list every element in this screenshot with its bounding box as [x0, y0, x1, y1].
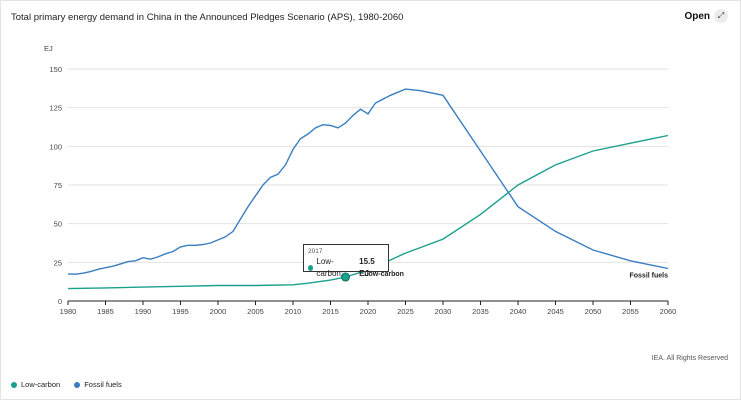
expand-arrows-icon: ⤢: [714, 9, 728, 23]
series-end-label: Low-carbon: [364, 271, 404, 278]
x-tick-label: 2025: [397, 307, 414, 316]
x-tick-label: 2035: [472, 307, 489, 316]
legend-label-fossil-fuels: Fossil fuels: [84, 380, 122, 389]
x-axis: 1980 1985 1990 1995 2000 2005 2010 2015 2020 2025…: [60, 301, 677, 316]
open-button-label: Open: [684, 10, 710, 22]
y-axis: 0 25 50 75 100 125 150: [49, 65, 62, 306]
legend: Low-carbon Fossil fuels: [11, 380, 122, 389]
x-tick-label: 1990: [135, 307, 152, 316]
x-tick-label: 2055: [622, 307, 639, 316]
open-button[interactable]: Open ⤢: [684, 9, 728, 23]
tooltip: 2017 Low-carbon: 15.5 EJ: [303, 244, 389, 278]
x-tick-label: 2045: [547, 307, 564, 316]
x-tick-label: 2005: [247, 307, 264, 316]
credit-text: IEA. All Rights Reserved: [651, 355, 728, 362]
y-tick-label: 50: [54, 220, 62, 229]
y-tick-label: 25: [54, 258, 62, 267]
x-tick-label: 1980: [60, 307, 77, 316]
y-axis-unit: EJ: [44, 44, 53, 53]
legend-dot-low-carbon: [11, 381, 17, 388]
tooltip-series-name: Low-carbon:: [316, 257, 344, 278]
series-end-labels: Low-carbon Fossil fuels: [364, 271, 668, 280]
x-tick-label: 2050: [585, 307, 602, 316]
x-tick-label: 1985: [97, 307, 114, 316]
x-tick-label: 2040: [510, 307, 527, 316]
y-tick-label: 0: [58, 297, 62, 306]
y-tick-label: 100: [49, 142, 62, 151]
x-tick-label: 2030: [435, 307, 452, 316]
y-tick-label: 150: [49, 65, 62, 74]
x-tick-label: 2020: [360, 307, 377, 316]
legend-item-low-carbon[interactable]: Low-carbon: [11, 380, 60, 389]
legend-item-fossil-fuels[interactable]: Fossil fuels: [74, 380, 122, 389]
highlight-point[interactable]: [341, 272, 350, 282]
x-tick-label: 2000: [210, 307, 227, 316]
series-line-fossil-fuels[interactable]: [67, 88, 669, 275]
y-tick-label: 125: [49, 104, 62, 113]
tooltip-row: Low-carbon: 15.5 EJ: [308, 256, 384, 280]
x-tick-label: 2060: [660, 307, 677, 316]
tooltip-year: 2017: [308, 248, 323, 255]
x-tick-label: 2010: [285, 307, 302, 316]
x-tick-label: 2015: [322, 307, 339, 316]
y-tick-label: 75: [54, 181, 62, 190]
tooltip-value: 15.5 EJ: [359, 257, 375, 278]
chart-title: Total primary energy demand in China in …: [11, 12, 404, 23]
legend-label-low-carbon: Low-carbon: [21, 380, 61, 389]
highlight-layer: [341, 272, 350, 282]
series-end-label: Fossil fuels: [629, 273, 668, 280]
tooltip-series-dot: [308, 265, 314, 271]
legend-dot-fossil-fuels: [74, 381, 81, 388]
x-tick-label: 1995: [172, 307, 189, 316]
